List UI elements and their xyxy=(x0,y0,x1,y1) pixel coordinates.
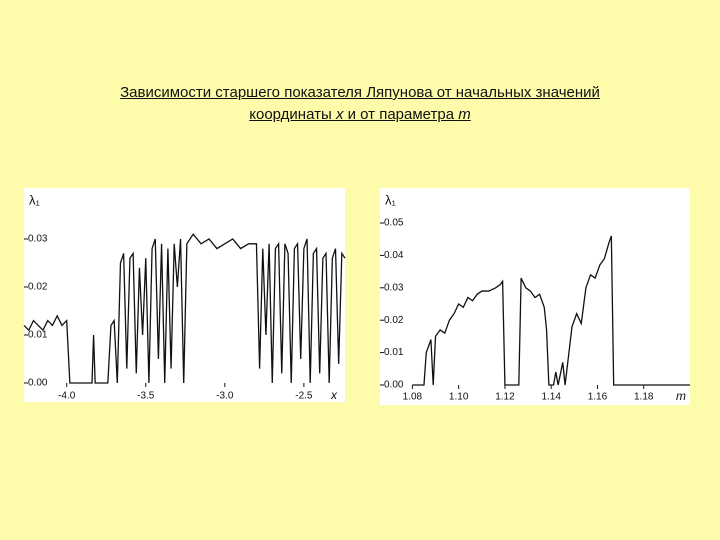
y-tick-label: 0.02 xyxy=(384,315,404,326)
title-line: координаты x и от параметра m xyxy=(0,104,720,126)
title-part: x xyxy=(335,106,344,123)
x-tick-label: 1.10 xyxy=(449,392,469,403)
y-tick-label: 0.05 xyxy=(384,218,404,229)
y-tick-label: 0.04 xyxy=(384,250,404,261)
x-tick-label: -4.0 xyxy=(58,391,76,402)
x-axis-label: x xyxy=(330,388,338,402)
data-line xyxy=(23,233,346,384)
title-part: координаты xyxy=(249,106,336,123)
x-tick-label: -3.0 xyxy=(216,391,234,402)
x-axis-label: m xyxy=(676,389,686,403)
x-tick-label: 1.12 xyxy=(495,392,515,403)
y-tick-label: 0.03 xyxy=(384,282,404,293)
y-tick-label: 0.01 xyxy=(384,347,404,358)
title-line: Зависимости старшего показателя Ляпунова… xyxy=(120,84,600,101)
x-tick-label: -2.5 xyxy=(295,391,313,402)
y-tick-label: 0.03 xyxy=(28,234,48,245)
title-part: и от параметра xyxy=(343,106,459,123)
x-tick-label: 1.18 xyxy=(634,392,654,403)
y-tick-label: 0.00 xyxy=(384,380,404,391)
x-tick-label: 1.08 xyxy=(403,392,423,403)
slide-title: Зависимости старшего показателя Ляпунова… xyxy=(0,82,720,126)
y-axis-label: λ₁ xyxy=(29,192,41,207)
title-part: m xyxy=(458,106,471,123)
data-line xyxy=(412,235,690,386)
y-tick-label: 0.01 xyxy=(28,330,48,341)
x-tick-label: -3.5 xyxy=(137,391,155,402)
y-axis-label: λ₁ xyxy=(385,192,397,207)
y-tick-label: 0.00 xyxy=(28,378,48,389)
x-tick-label: 1.14 xyxy=(541,392,561,403)
y-tick-label: 0.02 xyxy=(28,282,48,293)
x-tick-label: 1.16 xyxy=(588,392,608,403)
